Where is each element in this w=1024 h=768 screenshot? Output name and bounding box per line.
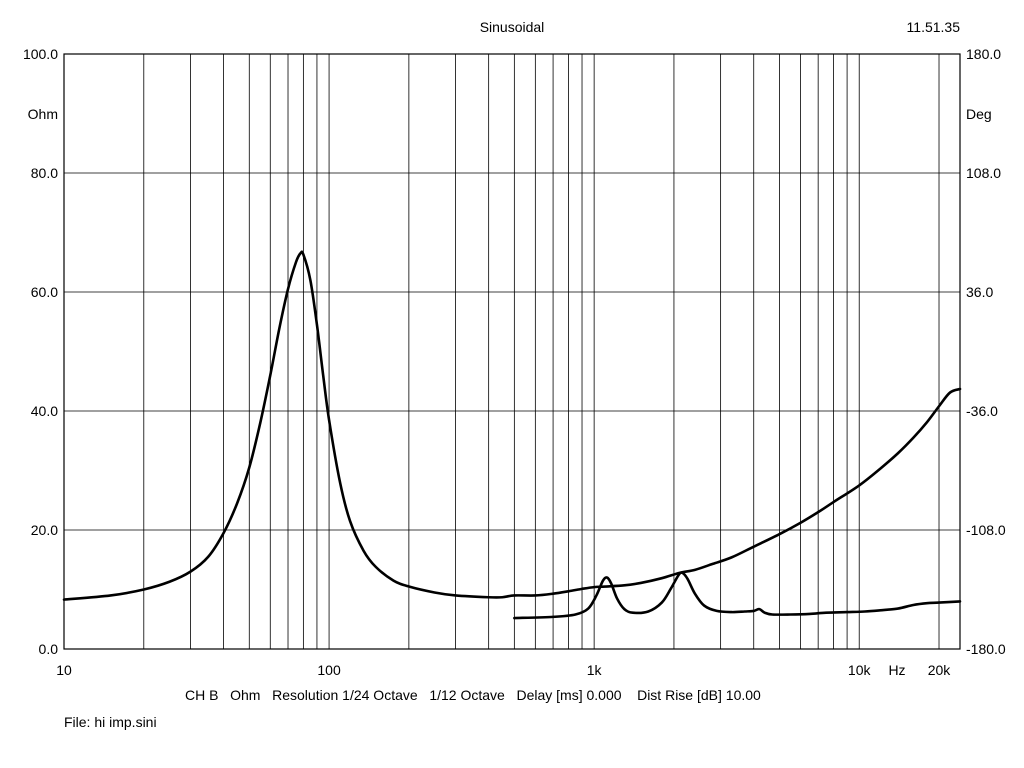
left-axis-tick-label: 40.0 [31, 403, 58, 419]
left-axis-unit-label: Ohm [28, 106, 58, 122]
file-label: File: hi imp.sini [64, 714, 157, 730]
x-axis-tick-label: 100 [317, 662, 341, 678]
right-axis-unit-label: Deg [966, 106, 992, 122]
left-axis-tick-label: 80.0 [31, 165, 58, 181]
plot-frame [63, 53, 961, 650]
series-line-1 [62, 250, 962, 601]
x-axis-tick-label: 10 [56, 662, 72, 678]
chart-title: Sinusoidal [480, 19, 545, 35]
series-line-2 [513, 571, 962, 620]
x-axis-tick-label: 20k [928, 662, 952, 678]
right-axis-tick-label: -108.0 [966, 522, 1006, 538]
left-axis-tick-label: 100.0 [23, 46, 58, 62]
x-axis-tick-label: 1k [587, 662, 603, 678]
right-axis-tick-label: 180.0 [966, 46, 1001, 62]
axis-ticks: 0.0 20.0 40.0 60.0 80.0 100.0 -180.0 -108.0 -36.… [23, 46, 1006, 678]
x-axis-tick-label: 10k [848, 662, 872, 678]
left-axis-tick-label: 20.0 [31, 522, 58, 538]
series-layer [62, 250, 962, 620]
measurement-info-line: CH B Ohm Resolution 1/24 Octave 1/12 Oct… [185, 687, 761, 703]
right-axis-tick-label: 36.0 [966, 284, 993, 300]
left-axis-tick-label: 0.0 [39, 641, 59, 657]
left-axis-tick-label: 60.0 [31, 284, 58, 300]
right-axis-tick-label: -36.0 [966, 403, 998, 419]
x-axis-unit-label: Hz [888, 662, 905, 678]
grid [64, 54, 960, 649]
right-axis-tick-label: -180.0 [966, 641, 1006, 657]
timestamp: 11.51.35 [907, 19, 961, 35]
right-axis-tick-label: 108.0 [966, 165, 1001, 181]
